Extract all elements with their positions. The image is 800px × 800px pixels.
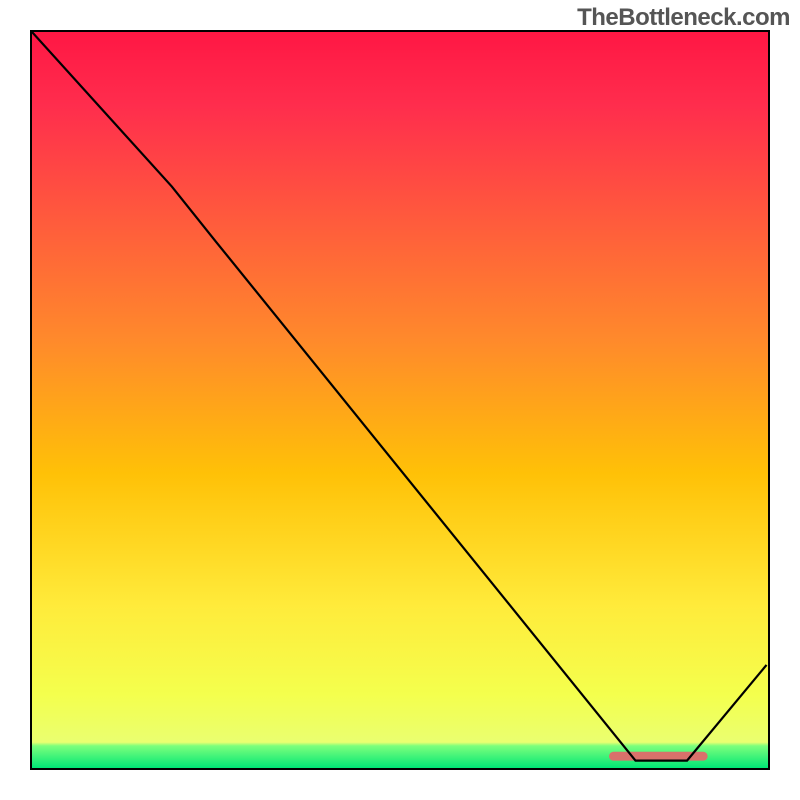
- plot-area: [30, 30, 770, 770]
- gradient-background: [32, 32, 768, 768]
- chart-container: TheBottleneck.com: [0, 0, 800, 800]
- watermark-text: TheBottleneck.com: [577, 4, 790, 32]
- bottleneck-chart: [32, 32, 768, 768]
